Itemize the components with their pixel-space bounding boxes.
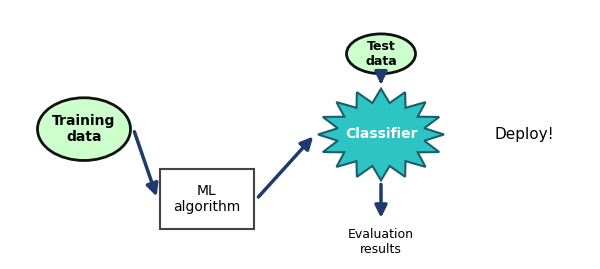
Text: Deploy!: Deploy!	[495, 127, 554, 142]
FancyBboxPatch shape	[160, 169, 254, 229]
Polygon shape	[318, 89, 444, 180]
Ellipse shape	[347, 34, 415, 74]
Text: Training
data: Training data	[52, 114, 116, 144]
Ellipse shape	[38, 98, 131, 161]
Text: Evaluation
results: Evaluation results	[348, 228, 414, 256]
Text: Test
data: Test data	[365, 40, 397, 68]
Text: Classifier: Classifier	[345, 128, 417, 141]
Text: ML
algorithm: ML algorithm	[173, 184, 241, 214]
